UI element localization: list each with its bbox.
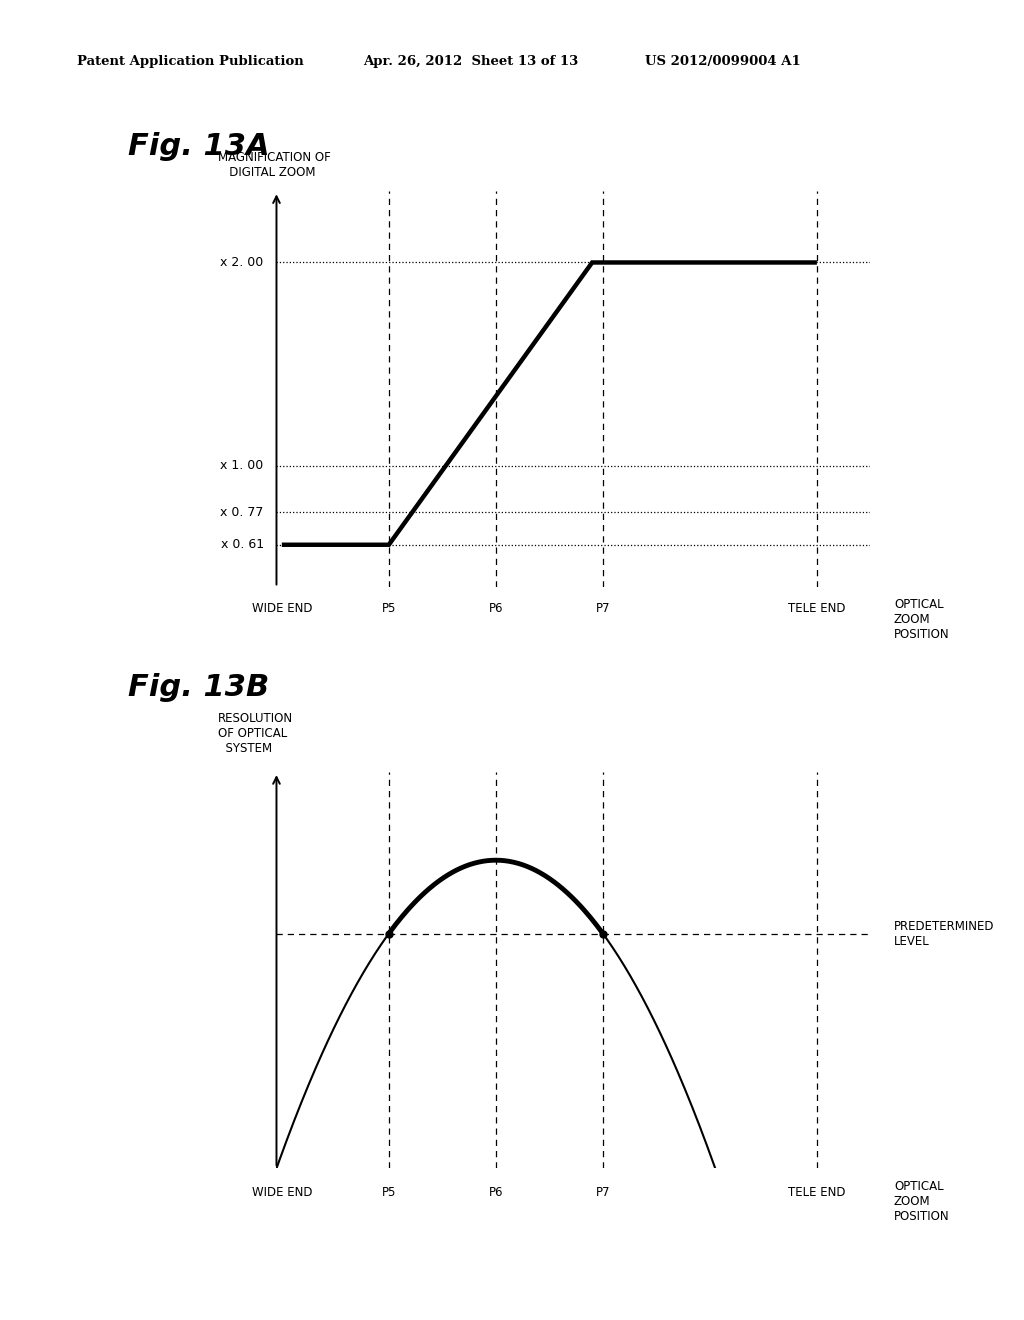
Text: RESOLUTION
OF OPTICAL
  SYSTEM: RESOLUTION OF OPTICAL SYSTEM xyxy=(218,711,293,755)
Text: TELE END: TELE END xyxy=(788,602,846,615)
Text: US 2012/0099004 A1: US 2012/0099004 A1 xyxy=(645,55,801,69)
Text: P7: P7 xyxy=(596,1185,610,1199)
Text: Apr. 26, 2012  Sheet 13 of 13: Apr. 26, 2012 Sheet 13 of 13 xyxy=(364,55,579,69)
Text: TELE END: TELE END xyxy=(788,1185,846,1199)
Text: x 2. 00: x 2. 00 xyxy=(220,256,263,269)
Text: MAGNIFICATION OF
   DIGITAL ZOOM: MAGNIFICATION OF DIGITAL ZOOM xyxy=(218,152,331,180)
Text: WIDE END: WIDE END xyxy=(252,602,312,615)
Text: P7: P7 xyxy=(596,602,610,615)
Text: Fig. 13A: Fig. 13A xyxy=(128,132,269,161)
Text: OPTICAL
ZOOM
POSITION: OPTICAL ZOOM POSITION xyxy=(894,1180,949,1222)
Text: Fig. 13B: Fig. 13B xyxy=(128,673,269,702)
Text: P5: P5 xyxy=(382,1185,396,1199)
Text: P5: P5 xyxy=(382,602,396,615)
Text: Patent Application Publication: Patent Application Publication xyxy=(77,55,303,69)
Text: OPTICAL
ZOOM
POSITION: OPTICAL ZOOM POSITION xyxy=(894,598,949,640)
Text: x 1. 00: x 1. 00 xyxy=(220,459,263,473)
Text: WIDE END: WIDE END xyxy=(252,1185,312,1199)
Text: x 0. 77: x 0. 77 xyxy=(220,506,263,519)
Text: P6: P6 xyxy=(488,1185,503,1199)
Text: PREDETERMINED
LEVEL: PREDETERMINED LEVEL xyxy=(894,920,994,948)
Text: P6: P6 xyxy=(488,602,503,615)
Text: x 0. 61: x 0. 61 xyxy=(220,539,263,552)
